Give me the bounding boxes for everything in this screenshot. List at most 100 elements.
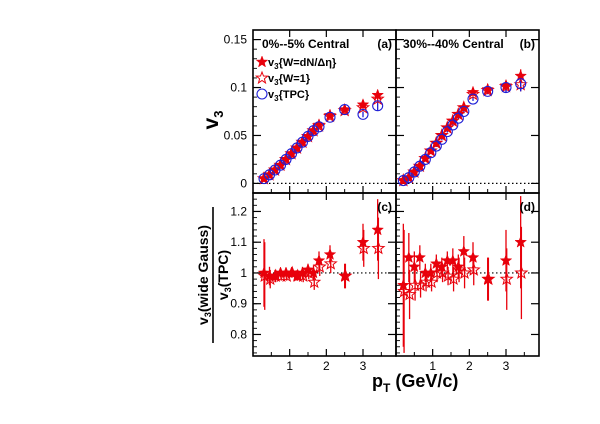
top-y-tick-label: 0 [240,176,247,190]
panel-c-data-point [312,259,327,273]
panel-b-data-point [445,113,460,128]
panel-a-data-point [324,111,336,123]
panel-b-data-point [458,105,470,118]
panel-b-data-point [423,143,438,157]
panel-d-data-point [452,262,467,276]
panel-d-data-point [466,262,481,276]
bottom-y-tick-label: 0.9 [230,297,247,311]
panel-a-data-point [291,142,303,154]
panel-b-data-point [440,120,455,134]
panel-a-data-point [337,103,352,117]
panel-a-data-point [296,136,309,148]
panel-b-data-point [408,166,420,178]
panel-b-data-point [430,140,442,152]
panel-b-data-point [465,86,481,101]
panel-b-data-point [419,153,431,165]
x-axis-label: pT (GeV/c) [372,371,458,395]
panel-a-title: 0%--5% Central [262,37,349,51]
panel-b-data-point [467,93,479,105]
panel-b-data-point [447,119,459,131]
panel-b-data-point [499,78,513,92]
panel-b-data-point [425,147,437,159]
bottom-y-tick-label: 0.8 [230,327,247,341]
panel-c-data-point [371,223,385,236]
x-tick-label: 2 [323,359,330,373]
legend-marker [254,70,270,85]
x-tick-label: 3 [503,359,510,373]
panel-b-data-point [403,172,415,184]
panel-c-tag: (c) [377,200,392,214]
panel-d-data-point [424,274,439,289]
panel-d-data-point [402,250,416,263]
panel-d-data-point [457,265,472,279]
panel-a-data-point [258,173,270,185]
bottom-y-axis-label: v3(wide Gauss) v3(TPC) [195,207,233,343]
panel-d-data-point [407,260,421,273]
panel-c-data-point [356,240,371,255]
bottom-y-tick-label: 1.1 [230,235,247,249]
x-tick-label: 3 [360,359,367,373]
panel-c-data-point [285,265,300,279]
panel-a-data-point [307,125,320,137]
legend-entry-2: v3{W=1} [268,73,311,87]
panel-b-data-point [482,85,494,97]
panel-b-data-point [429,135,444,150]
legend-marker [255,55,269,68]
x-tick-label: 1 [429,359,436,373]
panel-a-data-point [313,121,325,133]
panel-a-data-point [339,104,351,116]
panel-a-data-point [274,159,287,171]
panel-a-data-point [285,148,298,160]
legend-marker [256,88,268,100]
bottom-y-tick-label: 1 [240,266,247,280]
panel-d-data-point [397,283,412,298]
panel-d-data-point [457,244,471,257]
panel-b-data-point [466,85,480,98]
panel-c-data-point [296,268,311,283]
panel-d-data-point [499,271,514,286]
panel-b-data-point [451,106,466,121]
panel-d-data-point [413,277,428,292]
panel-b-data-point [515,78,527,90]
panel-b-data-point [456,100,471,114]
legend: v3{W=dN/Δη} v3{W=1} v3{TPC} [268,57,337,103]
panel-a-tag: (a) [377,37,392,51]
panel-a-data-point [323,108,337,121]
top-y-axis-label: v3 [200,111,226,130]
panel-a-data-point [280,153,292,165]
panel-b-data-point [452,112,464,124]
panel-c-data-point [307,274,322,289]
panel-d-data-point [466,250,480,263]
panel-a-data-point [356,98,370,111]
panel-c-data-point [323,256,338,270]
panel-d-data-point [514,265,529,279]
panel-d-frame [395,192,540,357]
panel-d-data-point [499,254,513,267]
panel-c-data-point [301,265,316,279]
panel-b-data-point [434,128,449,142]
panel-d-data-point [514,235,528,248]
panel-b-data-point [414,160,426,172]
bottom-y-tick-label: 1.2 [230,204,247,218]
panel-b-title: 30%--40% Central [403,37,504,51]
panel-c-data-point [323,247,337,260]
x-tick-label: 2 [466,359,473,373]
ratio-denominator: v3(TPC) [215,250,233,300]
panel-a-data-point [355,100,371,114]
top-y-tick-label: 0.05 [224,128,248,142]
panel-b-tag: (b) [520,37,535,51]
panel-c-data-point [257,268,272,283]
panel-d-data-point [441,268,456,283]
panel-c-data-point [279,268,294,283]
panel-b-data-point [481,82,495,95]
panel-d-data-point [446,271,461,286]
panel-c-data-point [338,268,353,283]
legend-entry-1: v3{W=dN/Δη} [268,57,337,71]
panel-b-data-point [397,174,409,187]
panel-a-data-point [302,130,314,142]
panel-a-data-point [357,108,369,120]
top-y-tick-label: 0.1 [230,81,247,95]
panel-b-data-point [436,133,448,145]
panel-a-data-point [371,88,385,101]
